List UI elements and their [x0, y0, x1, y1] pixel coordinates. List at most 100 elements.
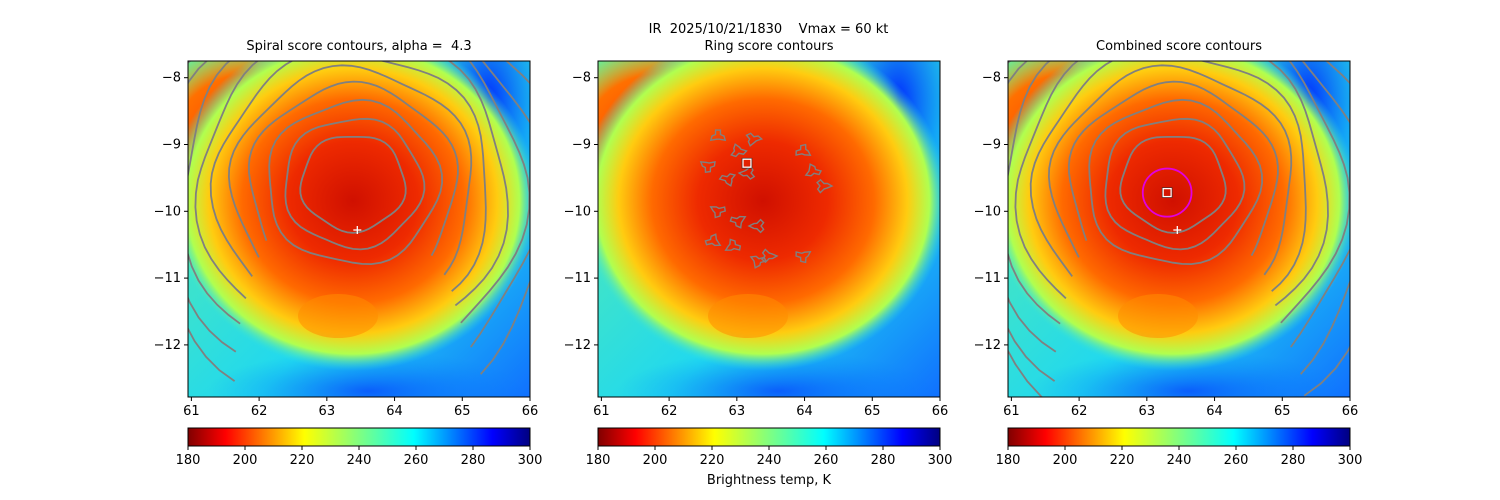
cold-edge-south: [618, 351, 938, 397]
y-tick-label: −12: [154, 338, 181, 353]
x-tick-label: 66: [932, 404, 949, 419]
y-tick-label: −9: [982, 137, 1001, 152]
storm-core: [598, 61, 940, 371]
axes-frame: [187, 60, 531, 398]
y-tick-label: −10: [564, 204, 591, 219]
contour-line: [299, 136, 407, 234]
panel-3-title: Combined score contours: [1096, 39, 1262, 54]
contour-line: [1067, 80, 1279, 257]
center-marker-outline: [1161, 187, 1173, 198]
contour-line: [724, 238, 742, 251]
y-tick-label: −11: [564, 271, 591, 286]
contour-line: [1119, 136, 1227, 234]
x-tick-label: 66: [522, 404, 539, 419]
contour-line: [709, 129, 727, 142]
contour-line: [1014, 61, 1329, 307]
contour-line: [761, 248, 779, 264]
contour-line: [209, 61, 487, 292]
x-tick-label: 64: [386, 404, 403, 419]
contour-line: [188, 61, 530, 325]
cold-edge-south: [208, 351, 528, 397]
colorbar-gradient: [187, 427, 531, 447]
contour-line: [284, 117, 426, 251]
contour-line: [730, 143, 748, 158]
colorbar-tick-label: 300: [518, 453, 543, 468]
contour-line: [729, 215, 747, 229]
contour-line: [1104, 117, 1246, 251]
contour-line: [1008, 61, 1350, 325]
y-tick-label: −11: [974, 271, 1001, 286]
colorbar-tick-label: 200: [643, 453, 668, 468]
panel-1: 61 62 63 64 65 66 −8 −9 −10 −11 −12 180 200 220 240 260…: [154, 60, 543, 468]
storm-core: [188, 61, 530, 371]
colorbar-gradient: [597, 427, 941, 447]
contour-line: [747, 218, 765, 234]
south-lobe: [708, 294, 788, 338]
y-tick-label: −9: [162, 137, 181, 152]
contour-line: [795, 143, 812, 156]
ir-image: [598, 61, 940, 397]
colorbar-tick-label: 240: [757, 453, 782, 468]
contour-line: [1088, 98, 1264, 266]
ir-image: [1008, 61, 1350, 397]
contour-line: [709, 206, 726, 219]
colorbar-tick-label: 280: [871, 453, 896, 468]
contour-line: [816, 178, 834, 194]
contour-line: [795, 251, 812, 264]
contour-line: [1029, 61, 1307, 292]
axes-frame: [597, 60, 941, 398]
contour-line: [194, 61, 509, 307]
x-tick-label: 66: [1342, 404, 1359, 419]
figure-suptitle: IR 2025/10/21/1830 Vmax = 60 kt: [648, 22, 889, 37]
panel-2: 61 62 63 64 65 66 −8 −9 −10 −11 −12 180 200 220 240 260…: [564, 60, 953, 468]
colorbar-tick-label: 200: [1053, 453, 1078, 468]
cold-edge-south: [1028, 351, 1348, 397]
colorbar-tick-label: 180: [996, 453, 1021, 468]
y-tick-label: −8: [162, 71, 181, 86]
colorbar-tick-label: 260: [1224, 453, 1249, 468]
colorbar-tick-label: 240: [347, 453, 372, 468]
y-tick-label: −12: [564, 338, 591, 353]
colorbar: 180 200 220 240 260 280 300: [996, 427, 1362, 468]
x-tick-label: 65: [864, 404, 881, 419]
contour-line: [749, 255, 768, 269]
colorbar-tick-label: 180: [586, 453, 611, 468]
y-tick-label: −11: [154, 271, 181, 286]
x-tick-label: 62: [1071, 404, 1088, 419]
colorbar-gradient: [1007, 427, 1351, 447]
x-tick-label: 62: [661, 404, 678, 419]
colorbar-tick-label: 280: [461, 453, 486, 468]
y-tick-label: −10: [974, 204, 1001, 219]
colorbar-tick-label: 260: [404, 453, 429, 468]
center-marker: [742, 158, 752, 168]
center-marker-outline: [741, 157, 753, 169]
colorbar-tick-label: 220: [700, 453, 725, 468]
contour-line: [699, 160, 716, 173]
y-tick-label: −12: [974, 338, 1001, 353]
center-marker: [353, 226, 362, 235]
x-tick-label: 64: [796, 404, 813, 419]
x-tick-label: 62: [251, 404, 268, 419]
x-tick-label: 61: [593, 404, 610, 419]
colorbar-label: Brightness temp, K: [706, 473, 832, 488]
x-tick-label: 65: [1274, 404, 1291, 419]
x-tick-label: 63: [319, 404, 336, 419]
contours: [1008, 61, 1350, 397]
colorbar-tick-label: 200: [233, 453, 258, 468]
axes-frame: [1007, 60, 1351, 398]
y-tick-label: −8: [982, 71, 1001, 86]
center-marker: [1162, 187, 1172, 198]
y-tick-label: −9: [572, 137, 591, 152]
colorbar-tick-label: 180: [176, 453, 201, 468]
colorbar-tick-label: 300: [928, 453, 953, 468]
contour-line: [704, 233, 722, 247]
y-tick-label: −10: [154, 204, 181, 219]
contour-line: [227, 64, 473, 276]
colorbar-tick-label: 240: [1167, 453, 1192, 468]
contour-line: [247, 80, 459, 257]
x-tick-label: 65: [454, 404, 471, 419]
x-tick-label: 63: [729, 404, 746, 419]
contours: [188, 61, 530, 382]
y-tick-label: −8: [572, 71, 591, 86]
